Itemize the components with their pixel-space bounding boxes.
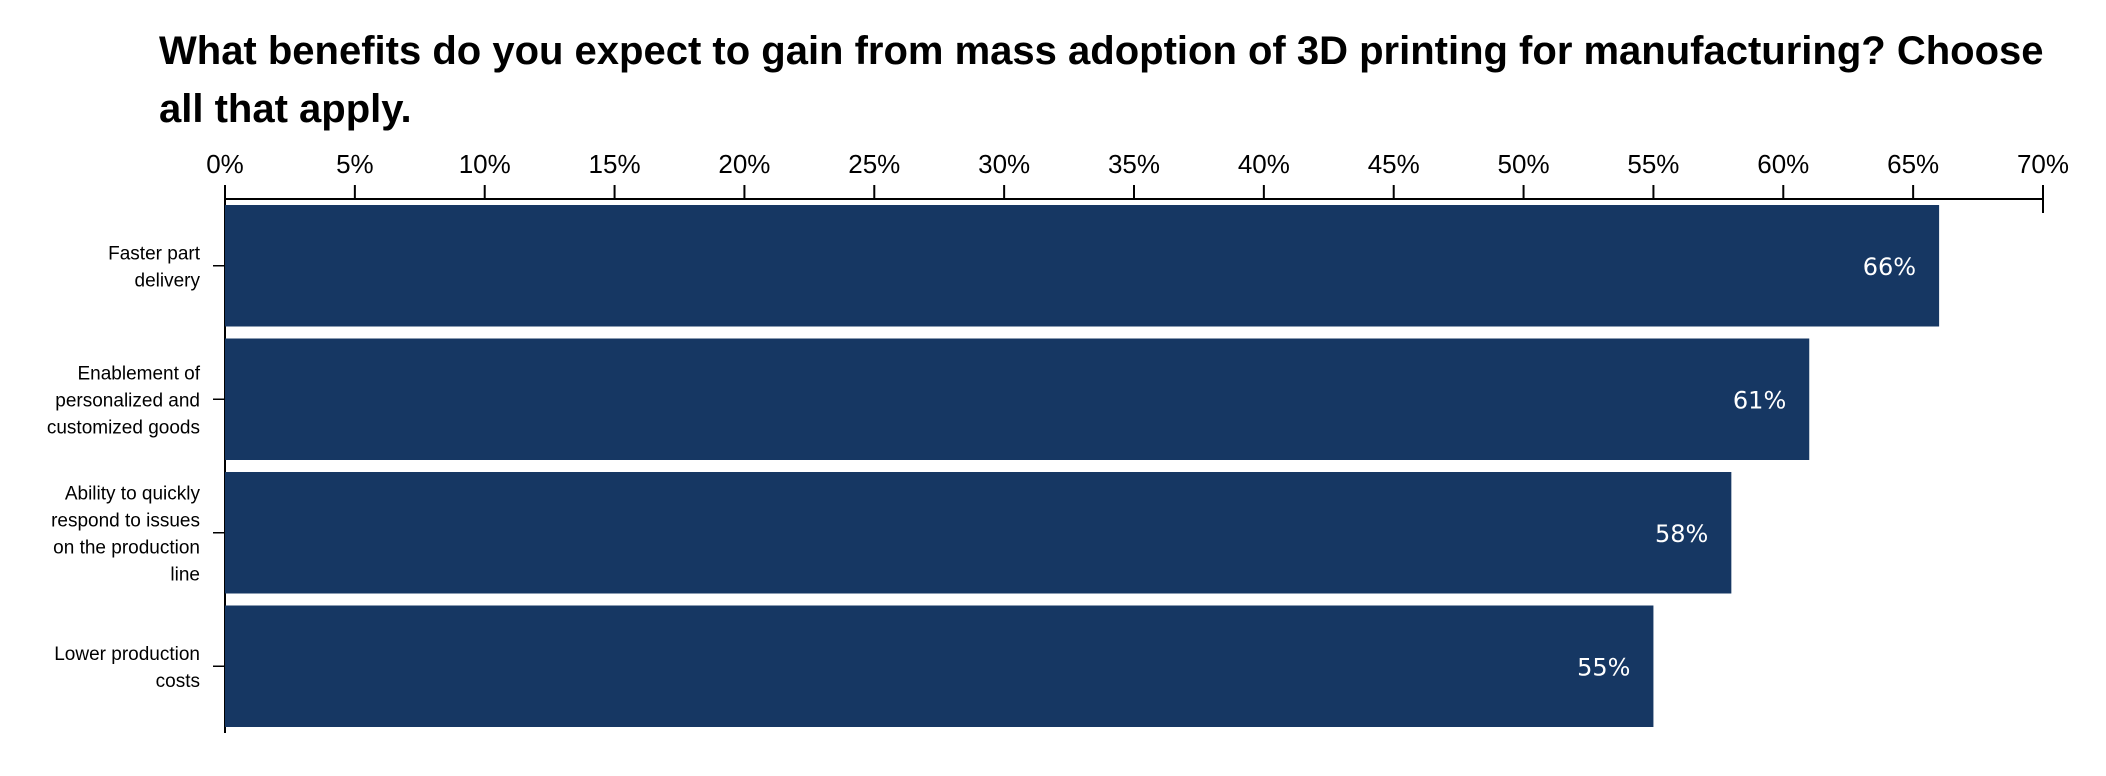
x-tick-label: 10% (459, 149, 511, 179)
category-label-line: Enablement of (77, 363, 200, 384)
bar-value-label: 66% (1863, 253, 1916, 281)
x-tick-label: 65% (1887, 149, 1939, 179)
category-label-line: Lower production (54, 644, 200, 665)
category-label: Enablement of personalized and customized … (47, 363, 201, 438)
bar-value-label: 61% (1733, 386, 1786, 414)
category-label-line: personalized and (55, 390, 200, 411)
x-tick-label: 25% (848, 149, 900, 179)
category-label: Lower production costs (54, 644, 200, 692)
category-label-line: on the production (53, 537, 200, 558)
category-labels: Faster part delivery Enablement of personal… (47, 243, 201, 692)
bar-value-labels: 66% 61% 58% 55% (1577, 253, 1916, 682)
x-tick-label: 70% (2017, 149, 2069, 179)
x-axis: 0% 5% 10% 15% 20% 25% 30% 35% 40% 45% 50% 55% 60% 65%… (206, 149, 2069, 213)
x-tick-label: 20% (718, 149, 770, 179)
x-tick-label: 15% (589, 149, 641, 179)
x-tick-label: 30% (978, 149, 1030, 179)
bars (225, 205, 1940, 727)
x-tick-label: 55% (1627, 149, 1679, 179)
bar-value-label: 58% (1655, 520, 1708, 548)
y-axis (213, 199, 226, 733)
x-tick-label: 50% (1498, 149, 1550, 179)
bar (225, 338, 1810, 460)
category-label-line: line (170, 564, 200, 585)
category-label: Ability to quickly respond to issues on th… (51, 483, 200, 585)
category-label-line: respond to issues (51, 510, 200, 531)
x-tick-label: 45% (1368, 149, 1420, 179)
x-tick-label: 0% (206, 149, 244, 179)
x-tick-label: 40% (1238, 149, 1290, 179)
category-label: Faster part delivery (108, 243, 201, 291)
bar-value-label: 55% (1577, 653, 1630, 681)
category-label-line: delivery (135, 270, 201, 291)
category-label-line: Faster part (108, 243, 201, 264)
x-tick-label: 35% (1108, 149, 1160, 179)
bar (225, 605, 1654, 727)
chart-title: What benefits do you expect to gain from… (159, 29, 2044, 131)
bar (225, 472, 1732, 594)
x-tick-label: 60% (1757, 149, 1809, 179)
bar (225, 205, 1940, 327)
category-label-line: customized goods (47, 417, 200, 438)
category-label-line: costs (156, 671, 200, 692)
x-tick-label: 5% (336, 149, 374, 179)
category-label-line: Ability to quickly (65, 483, 201, 504)
